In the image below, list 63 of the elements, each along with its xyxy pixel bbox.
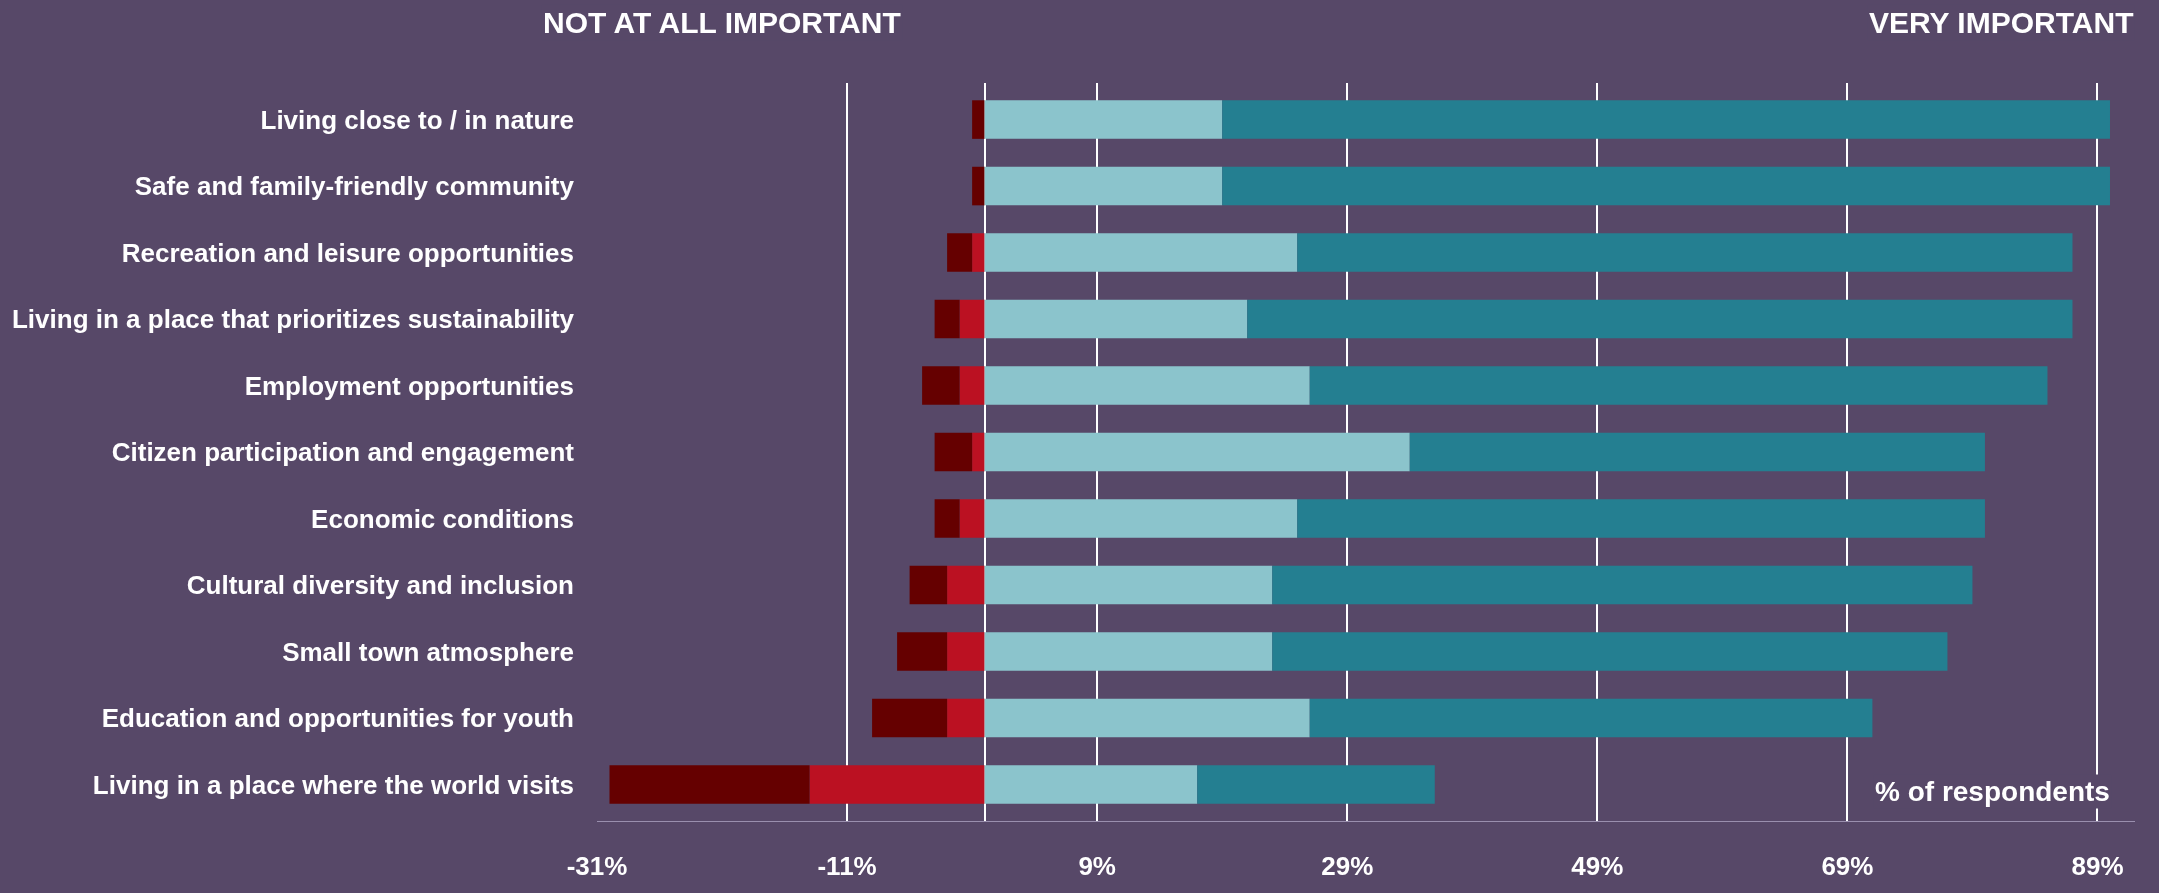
- bar: [609, 765, 810, 804]
- bar: [1309, 698, 1873, 738]
- bar: [984, 432, 1410, 472]
- y-tick-label: Citizen participation and engagement: [111, 437, 575, 468]
- bar: [947, 233, 973, 272]
- y-tick-label: Living in a place that prioritizes sustainability: [11, 304, 575, 335]
- bar: [1272, 632, 1948, 671]
- bar: [1197, 765, 1435, 804]
- bar: [809, 765, 985, 804]
- y-tick-label: Living in a place where the world visits: [92, 769, 574, 800]
- x-tick-label: -31%: [566, 851, 628, 882]
- bar: [934, 432, 973, 472]
- x-tick-label: 49%: [1571, 851, 1624, 882]
- bar: [897, 632, 948, 671]
- bar: [984, 299, 1248, 339]
- y-tick-label: Living close to / in nature: [260, 104, 574, 135]
- x-tick-label: 9%: [1078, 851, 1116, 882]
- y-tick-label: Recreation and leisure opportunities: [121, 237, 574, 268]
- bar: [1247, 299, 2073, 339]
- y-tick-label: Employment opportunities: [244, 370, 574, 401]
- bar: [984, 632, 1273, 671]
- bar: [972, 100, 985, 139]
- bar: [984, 100, 1223, 139]
- bar: [972, 166, 985, 206]
- bar: [984, 166, 1223, 206]
- y-tick-label: Education and opportunities for youth: [101, 703, 574, 734]
- y-tick-label: Cultural diversity and inclusion: [186, 570, 574, 601]
- bar: [872, 698, 948, 738]
- bar: [984, 499, 1298, 538]
- bar: [959, 366, 985, 405]
- bar: [909, 565, 948, 605]
- bar: [984, 565, 1273, 605]
- bar: [934, 299, 960, 339]
- bar: [1309, 366, 2048, 405]
- text: NOT AT ALL IMPORTANT: [543, 6, 901, 39]
- bar: [934, 499, 960, 538]
- bar: [1409, 432, 1985, 472]
- x-tick-label: 89%: [2071, 851, 2124, 882]
- annotation: % of respondents: [1875, 776, 2110, 807]
- bar: [947, 632, 985, 671]
- bar: [922, 366, 960, 405]
- bar: [1297, 499, 1985, 538]
- bar: [984, 698, 1310, 738]
- x-tick-label: -11%: [817, 851, 877, 882]
- bar: [984, 765, 1198, 804]
- bar: [972, 432, 985, 472]
- y-tick-label: Safe and family-friendly community: [134, 171, 575, 202]
- bar: [1222, 100, 2110, 139]
- bar: [972, 233, 985, 272]
- x-tick-label: 29%: [1321, 851, 1374, 882]
- bar: [959, 299, 985, 339]
- bar: [984, 233, 1298, 272]
- bar: [1272, 565, 1973, 605]
- bar: [959, 499, 985, 538]
- bar: [984, 366, 1310, 405]
- y-tick-label: Small town atmosphere: [282, 636, 574, 667]
- y-tick-label: Economic conditions: [311, 503, 574, 534]
- bar: [947, 565, 985, 605]
- bar: [1222, 166, 2110, 206]
- bar: [1297, 233, 2073, 272]
- x-tick-label: 69%: [1821, 851, 1874, 882]
- text: VERY IMPORTANT: [1869, 6, 2134, 39]
- bar: [947, 698, 985, 738]
